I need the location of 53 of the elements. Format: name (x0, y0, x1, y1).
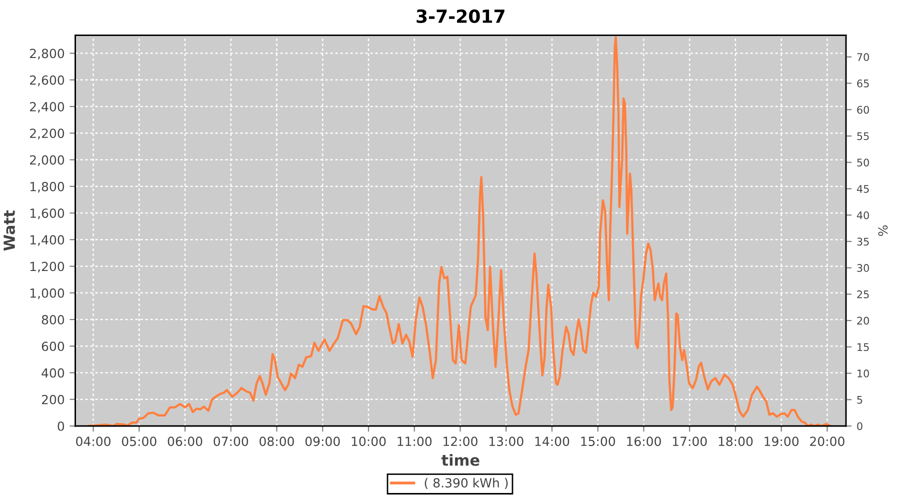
y2-tick-label: 65 (857, 80, 869, 88)
y-tick-label: 200 (42, 394, 64, 404)
y-tick-label: 800 (42, 314, 64, 324)
chart-title: 3-7-2017 (416, 9, 504, 24)
y2-tick-label: 60 (857, 106, 869, 114)
y2-tick-label: 15 (858, 343, 869, 352)
y-tick-label: 600 (42, 342, 64, 352)
x-tick-label: 11:00 (398, 436, 432, 446)
x-axis-title: time (441, 454, 480, 466)
y2-tick-label: 30 (857, 264, 869, 272)
y-tick-label: 1,800 (30, 182, 64, 193)
y2-tick-label: 45 (856, 185, 869, 193)
line-series (87, 36, 832, 426)
y2-tick-label: 70 (857, 53, 869, 62)
x-tick-label: 12:00 (444, 436, 478, 446)
y2-tick-label: 25 (857, 290, 869, 298)
y2-tick-label: 55 (857, 132, 869, 140)
x-tick-label: 09:00 (305, 436, 340, 446)
y-tick-label: 2,000 (30, 155, 64, 166)
x-tick-label: 15:00 (581, 436, 616, 446)
y-tick-label: 2,400 (30, 102, 64, 113)
y-tick-label: 1,000 (30, 288, 64, 300)
x-tick-label: 10:00 (352, 436, 386, 446)
y-tick-label: 400 (42, 368, 64, 378)
y2-tick-label: 10 (858, 370, 869, 378)
y2-tick-label: 35 (857, 238, 869, 246)
y-tick-label: 2,200 (30, 128, 64, 140)
y-tick-label: 1,600 (30, 208, 64, 220)
y2-tick-label: 0 (857, 422, 862, 430)
y-tick-label: 0 (58, 421, 64, 431)
y-axis-title: Watt (4, 210, 16, 251)
x-tick-label: 08:00 (260, 436, 294, 446)
y2-tick-label: 5 (857, 396, 862, 404)
y2-axis-title: % (878, 225, 888, 236)
x-tick-label: 06:00 (168, 436, 202, 446)
x-tick-label: 13:00 (489, 436, 524, 446)
x-tick-label: 19:00 (764, 436, 799, 446)
legend-label: ( 8.390 kWh ) (424, 478, 508, 490)
x-tick-label: 17:00 (672, 436, 707, 446)
y-tick-label: 1,400 (30, 235, 64, 246)
y2-tick-label: 50 (857, 158, 869, 166)
y-tick-label: 2,800 (30, 48, 64, 60)
x-tick-label: 16:00 (627, 436, 661, 446)
y-tick-label: 2,600 (30, 75, 64, 86)
x-tick-label: 07:00 (214, 436, 248, 446)
y2-tick-label: 40 (856, 211, 869, 220)
x-tick-label: 14:00 (535, 436, 570, 446)
x-tick-label: 04:00 (76, 436, 110, 446)
y-tick-label: 1,200 (30, 262, 64, 272)
x-tick-label: 18:00 (718, 436, 753, 446)
x-tick-label: 20:00 (810, 436, 844, 446)
x-tick-label: 05:00 (122, 436, 156, 446)
y2-tick-label: 20 (857, 316, 869, 325)
